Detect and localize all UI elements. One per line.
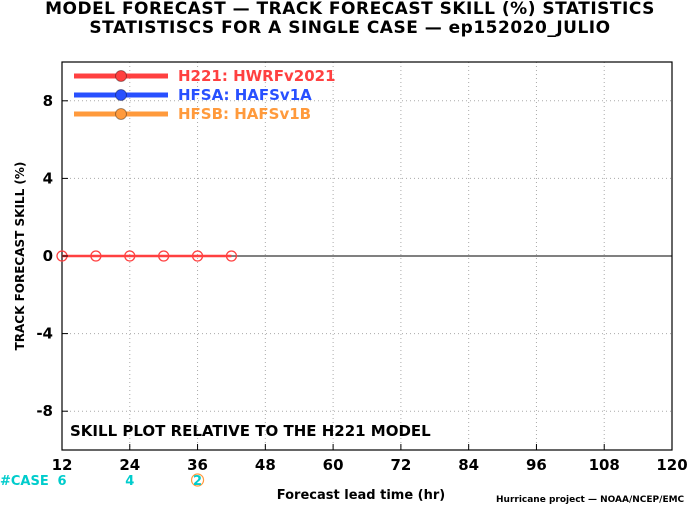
y-tick-label: 8	[43, 92, 53, 110]
x-tick-label: 60	[323, 456, 344, 474]
x-tick-label: 108	[589, 456, 620, 474]
x-tick-label: 72	[390, 456, 411, 474]
x-axis-label: Forecast lead time (hr)	[277, 488, 445, 503]
case-marker	[190, 473, 205, 487]
skill-annotation: SKILL PLOT RELATIVE TO THE H221 MODEL	[70, 422, 431, 440]
legend-label: HFSB: HAFSv1B	[178, 105, 311, 123]
legend-marker	[115, 89, 127, 101]
case-count: 2	[193, 474, 202, 489]
case-row-label: #CASE	[0, 474, 49, 489]
data-point	[225, 250, 238, 262]
case-count: 6	[57, 474, 66, 489]
y-tick-label: 4	[43, 169, 53, 187]
x-tick-label: 96	[526, 456, 547, 474]
legend-label: H221: HWRFv2021	[178, 67, 336, 85]
credit-text: Hurricane project — NOAA/NCEP/EMC	[496, 495, 685, 505]
legend-marker	[115, 108, 127, 120]
chart-title: MODEL FORECAST — TRACK FORECAST SKILL (%…	[45, 0, 655, 19]
data-point	[191, 250, 204, 262]
x-tick-label: 36	[187, 456, 208, 474]
x-tick-label: 12	[52, 456, 73, 474]
case-count: 4	[125, 474, 134, 489]
x-tick-label: 120	[656, 456, 687, 474]
legend-label: HFSA: HAFSv1A	[178, 86, 312, 104]
y-tick-label: 0	[43, 247, 53, 265]
y-tick-label: -8	[36, 402, 53, 420]
data-point	[90, 250, 102, 262]
y-tick-label: -4	[36, 325, 53, 343]
y-axis-label: TRACK FORECAST SKILL (%)	[13, 162, 27, 351]
x-tick-label: 84	[458, 456, 479, 474]
data-point	[124, 250, 136, 262]
chart-subtitle: STATISTISCS FOR A SINGLE CASE — ep152020…	[89, 18, 611, 38]
data-point	[158, 250, 170, 262]
legend-marker	[115, 70, 127, 82]
x-tick-label: 48	[255, 456, 276, 474]
x-tick-label: 24	[119, 456, 140, 474]
